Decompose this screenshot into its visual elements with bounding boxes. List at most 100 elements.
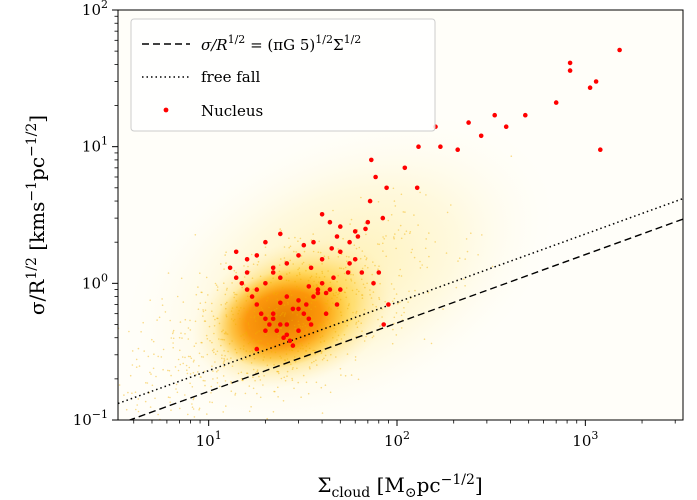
faint-point bbox=[300, 333, 302, 336]
faint-point bbox=[225, 262, 227, 264]
faint-point bbox=[361, 294, 364, 296]
nucleus-point bbox=[567, 60, 573, 66]
nucleus-point bbox=[284, 261, 290, 266]
nucleus-point bbox=[384, 185, 389, 191]
faint-point bbox=[283, 376, 286, 379]
faint-point bbox=[223, 268, 225, 270]
faint-point bbox=[146, 382, 149, 384]
nucleus-point bbox=[381, 322, 387, 327]
faint-point bbox=[327, 257, 330, 260]
faint-point bbox=[312, 285, 315, 287]
faint-point bbox=[175, 383, 178, 386]
faint-point bbox=[337, 274, 340, 277]
faint-point bbox=[272, 411, 275, 413]
faint-point bbox=[423, 338, 426, 341]
faint-point bbox=[284, 359, 287, 362]
faint-point bbox=[280, 377, 283, 380]
faint-point bbox=[350, 218, 353, 221]
faint-point bbox=[327, 270, 329, 272]
faint-point bbox=[330, 353, 332, 356]
faint-point bbox=[169, 319, 171, 322]
faint-point bbox=[213, 325, 216, 327]
faint-point bbox=[192, 361, 195, 363]
faint-point bbox=[312, 233, 315, 235]
faint-point bbox=[288, 272, 291, 274]
faint-point bbox=[184, 318, 187, 321]
faint-point bbox=[209, 340, 211, 342]
faint-point bbox=[225, 307, 227, 310]
faint-point bbox=[350, 280, 353, 282]
faint-point bbox=[270, 281, 272, 284]
faint-point bbox=[305, 329, 308, 332]
faint-point bbox=[244, 332, 246, 335]
faint-point bbox=[171, 332, 174, 335]
faint-point bbox=[308, 336, 310, 339]
faint-point bbox=[364, 222, 367, 225]
faint-point bbox=[382, 236, 384, 238]
faint-point bbox=[348, 256, 350, 258]
faint-point bbox=[167, 396, 170, 399]
faint-point bbox=[179, 349, 181, 352]
faint-point bbox=[226, 301, 228, 304]
nucleus-point bbox=[284, 294, 290, 299]
nucleus-point bbox=[263, 316, 268, 322]
faint-point bbox=[216, 350, 219, 353]
faint-point bbox=[372, 261, 374, 263]
faint-point bbox=[224, 254, 226, 256]
faint-point bbox=[225, 314, 227, 316]
faint-point bbox=[186, 372, 189, 375]
legend: σ/R1/2 = (πG 5)1/2Σ1/2 free fall Nucleus bbox=[130, 18, 436, 132]
faint-point bbox=[287, 298, 290, 301]
faint-point bbox=[187, 355, 190, 358]
faint-point bbox=[232, 320, 235, 322]
legend-nucleus-marker bbox=[163, 107, 169, 113]
nucleus-point bbox=[270, 270, 276, 275]
nucleus-point bbox=[347, 239, 352, 245]
nucleus-point bbox=[270, 265, 276, 271]
faint-point bbox=[301, 325, 304, 328]
faint-point bbox=[283, 359, 286, 361]
faint-point bbox=[202, 310, 205, 313]
faint-point bbox=[274, 309, 276, 311]
faint-point bbox=[292, 311, 294, 314]
faint-point bbox=[377, 201, 380, 203]
faint-point bbox=[327, 308, 330, 310]
faint-point bbox=[344, 321, 346, 324]
nucleus-point bbox=[438, 144, 443, 149]
nucleus-point bbox=[376, 270, 382, 275]
faint-point bbox=[227, 350, 229, 353]
nucleus-point bbox=[308, 265, 314, 271]
faint-point bbox=[182, 362, 184, 365]
faint-point bbox=[226, 287, 228, 290]
faint-point bbox=[428, 255, 430, 258]
faint-point bbox=[300, 255, 303, 257]
faint-point bbox=[320, 324, 322, 326]
faint-point bbox=[253, 307, 256, 310]
faint-point bbox=[222, 362, 225, 365]
nucleus-point bbox=[244, 257, 250, 262]
faint-point bbox=[313, 299, 315, 302]
faint-point bbox=[266, 342, 269, 345]
nucleus-point bbox=[258, 311, 264, 317]
nucleus-point bbox=[553, 100, 559, 105]
faint-point bbox=[340, 267, 343, 270]
faint-point bbox=[342, 267, 345, 270]
faint-point bbox=[360, 196, 362, 199]
faint-point bbox=[252, 376, 254, 379]
faint-point bbox=[382, 242, 384, 245]
faint-point bbox=[252, 340, 255, 343]
faint-point bbox=[348, 303, 350, 305]
faint-point bbox=[372, 303, 374, 306]
faint-point bbox=[160, 356, 163, 358]
faint-point bbox=[352, 274, 355, 276]
faint-point bbox=[220, 344, 222, 347]
faint-point bbox=[274, 390, 276, 393]
faint-point bbox=[376, 243, 379, 245]
faint-point bbox=[230, 357, 232, 359]
faint-point bbox=[125, 408, 128, 411]
faint-point bbox=[323, 255, 326, 258]
nucleus-point bbox=[239, 281, 245, 286]
faint-point bbox=[398, 274, 400, 277]
faint-point bbox=[426, 266, 429, 269]
faint-point bbox=[257, 314, 260, 317]
